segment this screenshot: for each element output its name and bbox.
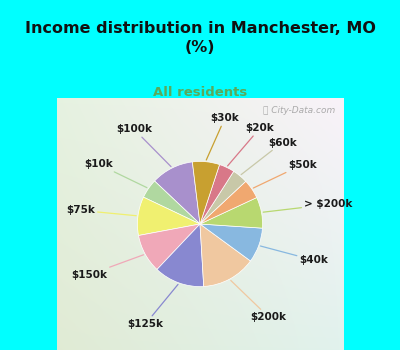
Wedge shape: [138, 197, 200, 236]
Text: $40k: $40k: [260, 246, 328, 265]
Text: $30k: $30k: [206, 113, 239, 160]
Text: $75k: $75k: [66, 205, 136, 216]
Text: $60k: $60k: [241, 138, 297, 175]
Wedge shape: [157, 224, 204, 287]
Text: > $200k: > $200k: [263, 199, 352, 212]
Wedge shape: [200, 181, 257, 224]
Wedge shape: [200, 224, 262, 261]
Text: $125k: $125k: [128, 285, 178, 329]
Text: $100k: $100k: [116, 124, 171, 167]
Wedge shape: [144, 181, 200, 224]
Wedge shape: [138, 224, 200, 270]
Text: $150k: $150k: [71, 255, 144, 280]
Text: $10k: $10k: [84, 159, 147, 188]
Text: $50k: $50k: [253, 160, 317, 188]
Text: $200k: $200k: [231, 280, 287, 322]
Wedge shape: [192, 161, 220, 224]
Wedge shape: [200, 171, 246, 224]
Wedge shape: [200, 164, 234, 224]
Text: All residents: All residents: [153, 86, 247, 99]
Wedge shape: [200, 224, 250, 286]
Wedge shape: [154, 162, 200, 224]
Text: $20k: $20k: [228, 123, 274, 166]
Text: ⓘ City-Data.com: ⓘ City-Data.com: [262, 106, 335, 114]
Wedge shape: [200, 197, 262, 228]
Text: Income distribution in Manchester, MO
(%): Income distribution in Manchester, MO (%…: [24, 21, 376, 55]
